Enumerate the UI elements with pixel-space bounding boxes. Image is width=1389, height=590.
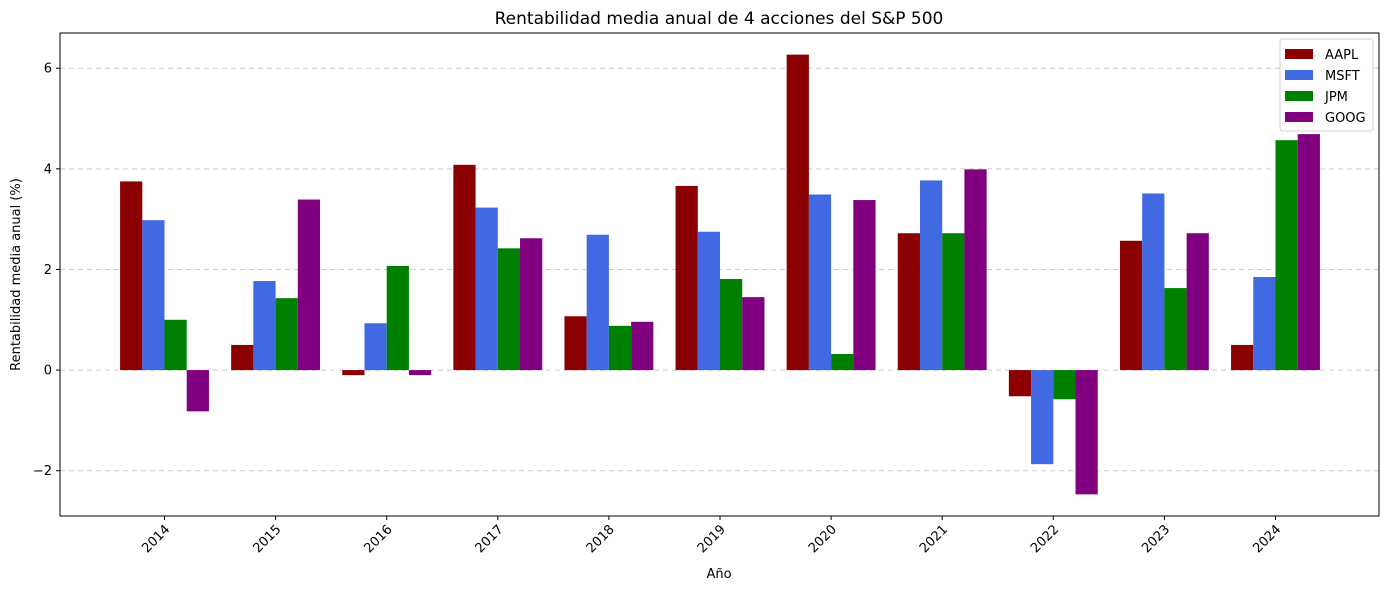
- bar-aapl-2014: [120, 181, 143, 371]
- x-tick-label: 2019: [695, 522, 729, 556]
- bar-aapl-2021: [897, 233, 920, 371]
- bar-jpm-2015: [275, 298, 298, 371]
- bar-goog-2019: [742, 297, 765, 371]
- bar-aapl-2020: [786, 54, 809, 371]
- bar-msft-2016: [364, 323, 387, 371]
- bar-msft-2024: [1253, 277, 1276, 371]
- bar-aapl-2022: [1008, 370, 1032, 397]
- bar-jpm-2016: [386, 265, 409, 371]
- bar-msft-2022: [1031, 370, 1054, 465]
- x-axis-label: Año: [706, 567, 731, 582]
- bar-goog-2016: [408, 370, 432, 376]
- bar-jpm-2024: [1275, 140, 1298, 371]
- chart-title: Rentabilidad media anual de 4 acciones d…: [495, 9, 944, 29]
- bar-aapl-2019: [675, 185, 698, 371]
- bar-goog-2021: [964, 169, 987, 371]
- bar-aapl-2016: [342, 370, 365, 376]
- y-tick-label: 2: [44, 263, 52, 278]
- bar-msft-2021: [919, 180, 943, 371]
- bar-goog-2015: [297, 199, 321, 371]
- y-tick-label: 6: [44, 62, 52, 77]
- bar-msft-2017: [475, 207, 498, 371]
- bar-goog-2018: [631, 321, 654, 371]
- x-tick-label: 2016: [362, 522, 396, 556]
- bar-aapl-2015: [231, 344, 254, 371]
- bars: [120, 54, 1320, 495]
- bar-jpm-2014: [164, 319, 187, 371]
- y-axis-label: Rentabilidad media anual (%): [9, 178, 24, 371]
- legend-swatch-goog: [1285, 112, 1313, 122]
- x-tick-label: 2017: [473, 522, 507, 556]
- bar-goog-2020: [853, 200, 876, 371]
- x-tick-label: 2018: [584, 522, 618, 556]
- legend-swatch-aapl: [1285, 49, 1313, 59]
- bar-goog-2022: [1075, 370, 1098, 495]
- legend-label-goog: GOOG: [1325, 111, 1366, 126]
- bar-goog-2014: [186, 370, 209, 412]
- bar-msft-2018: [586, 234, 609, 371]
- bar-msft-2023: [1142, 193, 1165, 371]
- bar-jpm-2023: [1164, 288, 1187, 371]
- x-axis: 2014 2015 2016 2017 2018 2019 2020 2021 2022 2023…: [139, 516, 1284, 556]
- x-tick-label: 2020: [806, 522, 840, 556]
- bar-goog-2023: [1186, 233, 1209, 371]
- bar-jpm-2021: [942, 233, 965, 371]
- legend-label-jpm: JPM: [1324, 90, 1348, 105]
- y-tick-label: 0: [44, 364, 52, 379]
- legend-label-aapl: AAPL: [1325, 48, 1359, 63]
- legend: AAPL MSFT JPM GOOG: [1279, 38, 1374, 132]
- y-axis: −2 0 2 4 6: [33, 62, 60, 479]
- bar-aapl-2023: [1119, 240, 1143, 371]
- x-tick-label: 2021: [917, 522, 951, 556]
- legend-swatch-msft: [1285, 70, 1313, 80]
- bar-aapl-2017: [453, 164, 476, 371]
- y-tick-label: 4: [44, 162, 52, 177]
- bar-msft-2014: [142, 220, 165, 371]
- bar-aapl-2024: [1231, 344, 1254, 371]
- legend-frame: [1279, 38, 1374, 132]
- legend-label-msft: MSFT: [1325, 69, 1360, 84]
- bar-jpm-2019: [720, 279, 743, 371]
- bar-msft-2020: [808, 194, 832, 371]
- x-tick-label: 2022: [1028, 522, 1062, 556]
- bar-jpm-2022: [1053, 370, 1076, 400]
- bar-jpm-2018: [608, 325, 632, 371]
- bar-jpm-2020: [831, 353, 854, 371]
- bar-msft-2019: [697, 231, 720, 371]
- bar-goog-2017: [520, 238, 543, 371]
- x-tick-label: 2024: [1250, 522, 1284, 556]
- x-tick-label: 2014: [139, 522, 173, 556]
- bar-goog-2024: [1297, 134, 1320, 371]
- legend-swatch-jpm: [1285, 91, 1313, 101]
- bar-aapl-2018: [564, 316, 587, 371]
- x-tick-label: 2015: [250, 522, 284, 556]
- bar-msft-2015: [253, 281, 276, 371]
- bar-jpm-2017: [497, 248, 521, 371]
- y-tick-label: −2: [33, 464, 52, 479]
- x-tick-label: 2023: [1139, 522, 1173, 556]
